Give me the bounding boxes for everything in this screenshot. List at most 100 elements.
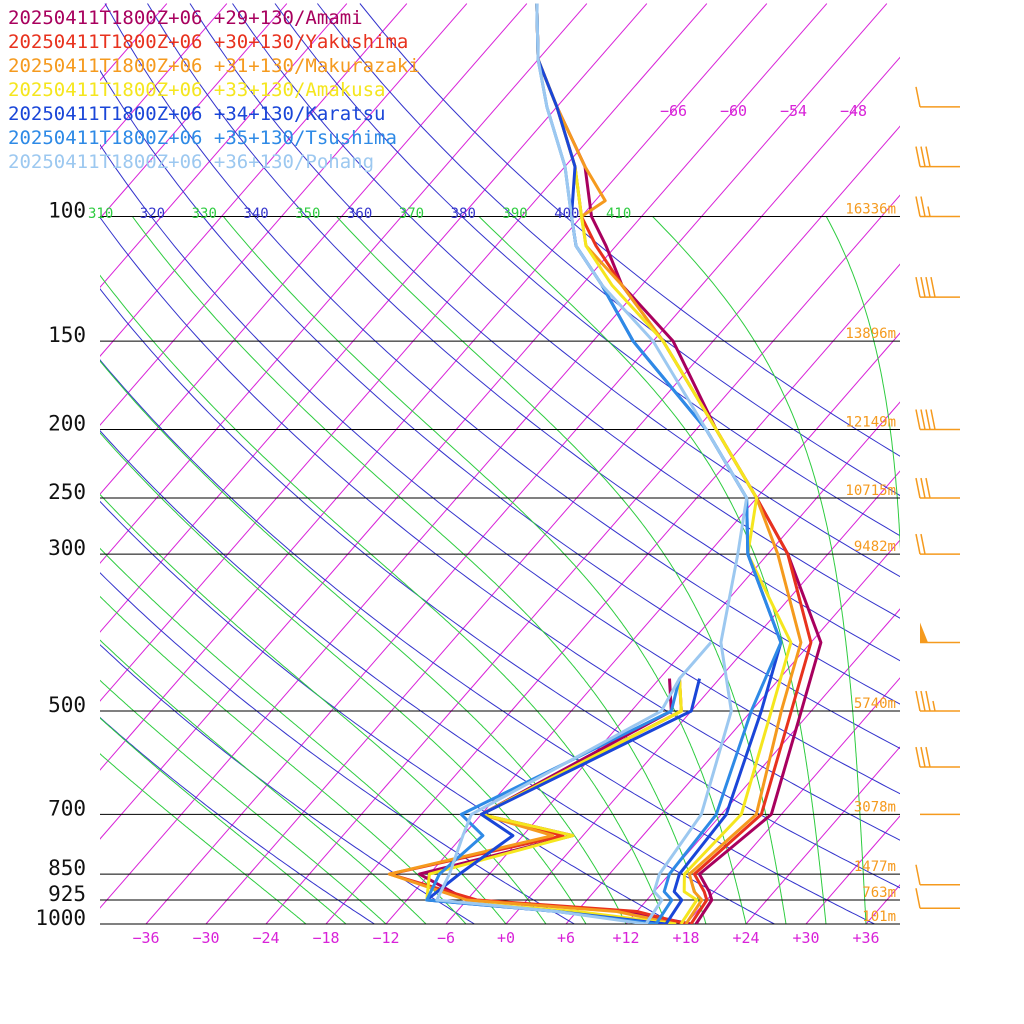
dewpoint-line-3: [425, 678, 683, 924]
height-label: 16336m: [845, 202, 896, 218]
isotherm-line: [986, 4, 1024, 924]
isotherm-line: [100, 3, 348, 288]
dry-adiabat-line: [100, 644, 475, 924]
theta-label: 310: [88, 206, 113, 222]
wind-barb-feather: [920, 477, 926, 499]
moist-adiabat-lines: [100, 216, 900, 924]
isotherm-line: [625, 608, 900, 924]
isotherm-line: [265, 194, 900, 924]
theta-label: 320: [140, 206, 165, 222]
isotherm-line: [565, 539, 900, 924]
legend-entry: 20250411T1800Z+06 +33+130/Amakusa: [8, 79, 386, 101]
temperature-tick-label: +36: [852, 929, 879, 947]
wind-barb: [915, 276, 960, 298]
wind-barb: [915, 533, 960, 555]
upper-temperature-label: −60: [720, 102, 747, 120]
temperature-line-0: [535, 3, 823, 924]
wind-barb-feather: [925, 409, 931, 430]
pressure-label: 100: [48, 199, 86, 223]
height-label: 13896m: [845, 326, 896, 342]
wind-barb-feather: [920, 746, 926, 768]
wind-barb-flag: [920, 622, 928, 643]
pressure-label: 300: [48, 536, 86, 560]
wind-barb-feather: [915, 86, 921, 108]
isotherm-line: [205, 125, 900, 924]
dry-adiabat-line: [274, 3, 900, 537]
wind-barb-feather: [915, 146, 921, 167]
pressure-label: 150: [48, 323, 86, 347]
height-label: 5740m: [854, 696, 896, 712]
dry-adiabat-line: [100, 572, 575, 924]
height-label: 1477m: [854, 859, 896, 875]
pressure-label: 925: [48, 882, 86, 906]
temperature-tick-label: +18: [672, 929, 699, 947]
theta-label: 400: [554, 206, 579, 222]
wind-barb-feather: [920, 196, 926, 217]
wind-barb-feather: [915, 533, 921, 555]
wind-barb-feather: [925, 146, 931, 167]
dry-adiabat-line: [100, 429, 775, 924]
wind-barb: [915, 888, 960, 909]
dry-adiabat-line: [100, 359, 875, 924]
isotherm-line: [445, 401, 900, 924]
pressure-label: 250: [48, 480, 86, 504]
theta-label: 410: [606, 206, 631, 222]
legend: 20250411T1800Z+06 +29+130/Amami 20250411T…: [8, 7, 420, 173]
wind-barb: [920, 622, 960, 644]
temperature-line-6: [535, 3, 749, 924]
height-label: 3078m: [854, 799, 896, 815]
wind-barb-feather: [920, 146, 926, 167]
theta-label: 360: [347, 206, 372, 222]
temperature-tick-label: +12: [612, 929, 639, 947]
isotherm-line: [505, 470, 900, 924]
dry-adiabat-lines: [100, 3, 900, 924]
wind-barb-feather: [920, 533, 926, 555]
dry-adiabat-line: [100, 288, 900, 889]
pressure-label: 1000: [35, 906, 86, 930]
axis-labels: 100 16336m 150 13896m 200 12149m 250 10715m 300 9…: [35, 102, 896, 947]
temperature-tick-label: −6: [437, 929, 455, 947]
wind-barb-feather: [920, 276, 926, 298]
isotherm-line: [145, 56, 900, 924]
wind-barb-feather: [925, 746, 931, 768]
moist-adiabat-line: [478, 216, 827, 924]
dry-adiabat-line: [147, 3, 900, 662]
wind-barb-feather: [925, 276, 931, 298]
dry-adiabat-line: [100, 143, 900, 795]
wind-barb: [915, 746, 960, 768]
legend-entry: 20250411T1800Z+06 +31+130/Makurazaki: [8, 55, 420, 77]
wind-barb-feather: [915, 196, 921, 217]
temperature-tick-label: +30: [792, 929, 819, 947]
theta-label: 350: [295, 206, 320, 222]
moist-adiabat-line: [100, 753, 307, 924]
dry-adiabat-line: [232, 3, 900, 578]
theta-label: 370: [399, 206, 424, 222]
isotherm-line: [805, 815, 900, 924]
wind-barb-feather: [915, 690, 921, 712]
wind-barb-feather: [930, 409, 936, 430]
dewpoint-line-6: [435, 641, 713, 924]
dry-adiabat-line: [100, 69, 900, 750]
legend-entry: 20250411T1800Z+06 +29+130/Amami: [8, 7, 363, 29]
temperature-tick-label: +0: [497, 929, 515, 947]
temperature-tick-label: −30: [192, 929, 219, 947]
upper-temperature-label: −54: [780, 102, 807, 120]
temperature-tick-label: +24: [732, 929, 759, 947]
isotherm-line: [100, 3, 888, 909]
wind-barbs: [915, 86, 960, 909]
temperature-tick-label: +6: [557, 929, 575, 947]
wind-barb-feather: [915, 276, 921, 298]
sounding-series: [387, 3, 823, 924]
temperature-tick-label: −18: [312, 929, 339, 947]
dry-adiabat-line: [100, 500, 675, 924]
isotherm-line: [325, 263, 900, 924]
legend-entry: 20250411T1800Z+06 +36+130/Pohang: [8, 151, 374, 173]
isotherm-line: [865, 884, 900, 924]
pressure-label: 500: [48, 693, 86, 717]
dry-adiabat-line: [189, 3, 900, 619]
isotherm-line: [926, 4, 1024, 924]
dry-adiabat-line: [100, 216, 900, 841]
temperature-tick-label: −36: [132, 929, 159, 947]
isotherm-line: [100, 3, 288, 220]
